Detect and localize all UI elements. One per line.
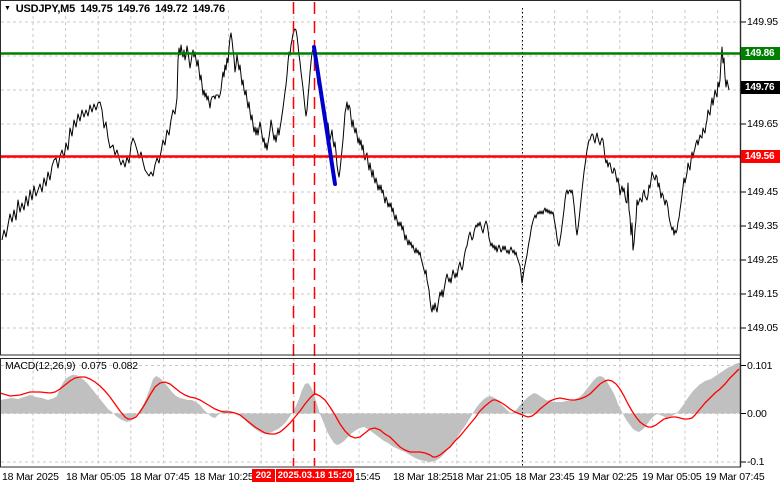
price-axis[interactable]: 149.95149.85149.75149.65149.55149.45149.…	[741, 0, 781, 468]
price-tick-label: 149.05	[747, 322, 778, 334]
last-price-badge: 149.76	[741, 80, 780, 94]
chart-title: ▼ USDJPY,M5 149.75 149.76 149.72 149.76	[4, 3, 225, 15]
macd-tick-label: 0.00	[747, 407, 767, 420]
time-tick-label: 18 Mar 21:05	[452, 471, 512, 483]
time-tick-label: 18 Mar 18:25	[393, 471, 453, 483]
price-line	[1, 28, 730, 313]
price-tick-label: 149.65	[747, 118, 778, 130]
macd-name: MACD(12,26,9)	[5, 360, 76, 372]
ohlc-close: 149.76	[192, 3, 225, 15]
ohlc-low: 149.72	[154, 3, 188, 15]
macd-signal-line	[0, 368, 740, 458]
ohlc-open: 149.75	[80, 3, 113, 15]
time-tick-label: 18 Mar 07:45	[130, 471, 190, 483]
symbol-dropdown-icon[interactable]: ▼	[4, 5, 11, 12]
time-tick-label: 15:45	[355, 471, 381, 483]
time-tick-label: 18 Mar 2025	[2, 471, 59, 483]
time-axis[interactable]: 18 Mar 2025 18 Mar 05:05 18 Mar 07:45 18 Ma…	[0, 467, 781, 489]
time-tick-label: 19 Mar 05:05	[642, 471, 702, 483]
macd-tick-label: 0.101	[747, 359, 773, 372]
price-tick-label: 149.15	[747, 288, 778, 300]
support-price-badge: 149.56	[741, 150, 780, 163]
price-tick-label: 149.45	[747, 186, 778, 198]
macd-value-main: 0.075	[81, 360, 107, 372]
time-tick-label: 19 Mar 02:25	[578, 471, 638, 483]
macd-value-signal: 0.082	[112, 360, 138, 372]
trend-line[interactable]	[312, 45, 337, 186]
time-tick-label: 18 Mar 05:05	[66, 471, 126, 483]
event-time-box: 2025.03.18 15:20	[276, 469, 354, 482]
macd-histogram	[0, 363, 740, 462]
time-tick-label: 18 Mar 10:25	[194, 471, 254, 483]
price-tick-label: 149.25	[747, 254, 778, 266]
macd-indicator-label: MACD(12,26,9) 0.075 0.082	[5, 360, 138, 372]
time-tick-label: 18 Mar 23:45	[515, 471, 575, 483]
time-tick-label: 19 Mar 07:45	[705, 471, 765, 483]
price-tick-label: 149.95	[747, 16, 778, 28]
symbol-period-label: USDJPY,M5	[15, 3, 76, 15]
event-time-box-truncated: 202	[252, 469, 275, 482]
macd-tick-label: -0.1	[747, 456, 765, 468]
ohlc-high: 149.76	[117, 3, 151, 15]
price-tick-label: 149.35	[747, 220, 778, 232]
resistance-price-badge: 149.86	[741, 47, 780, 60]
